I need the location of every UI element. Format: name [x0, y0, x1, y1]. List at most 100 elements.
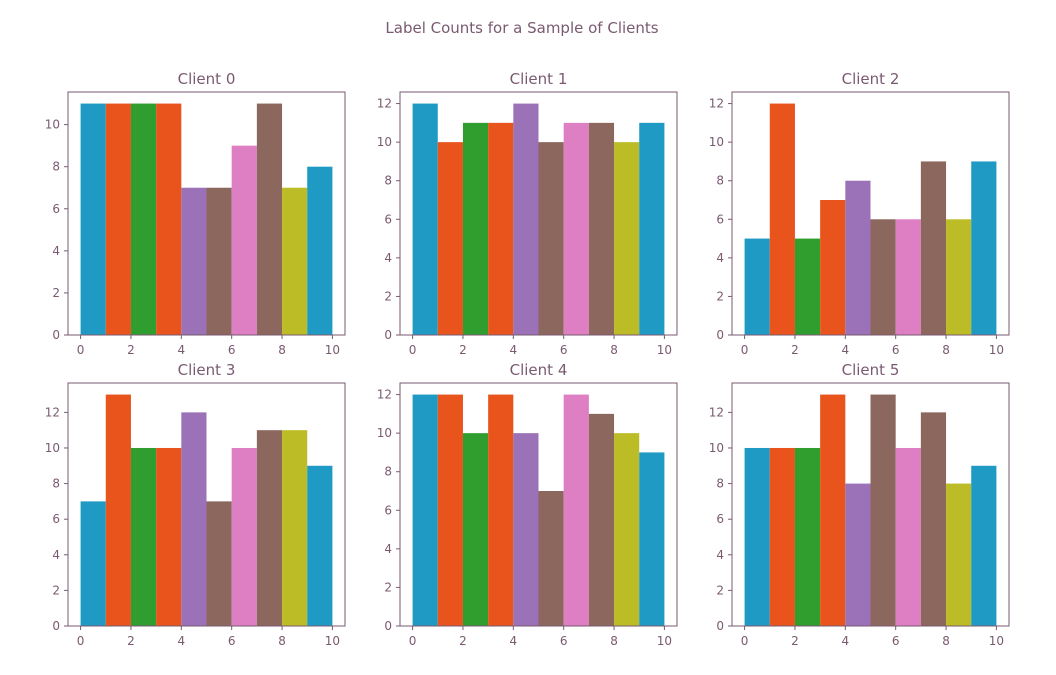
- x-tick-label: 10: [657, 343, 672, 357]
- x-tick-label: 8: [610, 634, 618, 648]
- x-tick-label: 2: [459, 634, 467, 648]
- bar: [282, 430, 308, 626]
- bar: [920, 161, 947, 335]
- bar: [895, 219, 921, 335]
- bar: [206, 501, 232, 626]
- bar: [820, 394, 846, 626]
- subplot-client-2: 0 2 4 6 8 10 0 2 4 6 8 10 12 Client 2: [709, 70, 1010, 357]
- subplot-client-4: 0 2 4 6 8 10 0 2 4 6 8 10 12 Client 4: [377, 361, 678, 648]
- bar: [156, 103, 182, 335]
- bar: [256, 430, 283, 626]
- bar: [946, 219, 972, 335]
- subplot-title: Client 2: [842, 70, 900, 88]
- y-tick-label: 2: [52, 583, 60, 597]
- bar: [80, 103, 106, 335]
- x-tick-label: 8: [942, 634, 950, 648]
- y-tick-label: 12: [377, 388, 392, 402]
- bar: [488, 122, 514, 335]
- x-tick-label: 6: [560, 634, 568, 648]
- bar: [80, 501, 106, 626]
- bar: [895, 447, 921, 626]
- y-tick-label: 4: [716, 548, 724, 562]
- x-tick-label: 4: [177, 634, 185, 648]
- bar: [794, 447, 821, 626]
- x-tick-label: 0: [741, 634, 749, 648]
- bar: [307, 166, 333, 335]
- bar: [105, 103, 131, 335]
- subplot-title: Client 0: [178, 70, 236, 88]
- y-tick-label: 12: [45, 405, 60, 419]
- bar: [971, 161, 997, 335]
- bar: [231, 145, 257, 335]
- y-tick-label: 0: [52, 328, 60, 342]
- subplot-title: Client 4: [510, 361, 568, 379]
- bar: [744, 238, 770, 335]
- y-tick-label: 4: [716, 251, 724, 265]
- axes-frame: [399, 382, 678, 627]
- y-tick-label: 10: [709, 135, 724, 149]
- bar: [845, 483, 871, 626]
- x-tick-label: 2: [459, 343, 467, 357]
- subplot-title: Client 3: [178, 361, 236, 379]
- y-tick-label: 10: [45, 118, 60, 132]
- bar: [794, 238, 821, 335]
- x-tick-label: 10: [325, 343, 340, 357]
- y-tick-label: 12: [709, 405, 724, 419]
- bar: [412, 394, 438, 626]
- bar: [513, 103, 539, 335]
- axes-frame: [399, 91, 678, 336]
- bar: [181, 187, 207, 335]
- axes-frame: [731, 382, 1010, 627]
- x-tick-label: 8: [942, 343, 950, 357]
- bar: [820, 200, 846, 335]
- bar: [513, 433, 539, 626]
- bar: [614, 433, 640, 626]
- bar: [588, 413, 615, 626]
- x-tick-label: 10: [989, 634, 1004, 648]
- bar: [870, 394, 896, 626]
- y-tick-label: 6: [384, 503, 392, 517]
- y-tick-label: 6: [384, 212, 392, 226]
- x-tick-label: 2: [127, 343, 135, 357]
- x-tick-label: 0: [741, 343, 749, 357]
- x-tick-label: 2: [791, 343, 799, 357]
- y-tick-label: 10: [377, 426, 392, 440]
- y-tick-label: 12: [377, 97, 392, 111]
- bar: [156, 447, 182, 626]
- y-tick-label: 0: [384, 619, 392, 633]
- axes-frame: [67, 382, 346, 627]
- x-tick-label: 4: [841, 343, 849, 357]
- x-tick-label: 2: [127, 634, 135, 648]
- x-tick-label: 4: [509, 634, 517, 648]
- y-tick-label: 0: [52, 619, 60, 633]
- x-tick-label: 4: [509, 343, 517, 357]
- y-tick-label: 2: [384, 580, 392, 594]
- x-tick-label: 0: [77, 634, 85, 648]
- bar: [181, 412, 207, 626]
- y-tick-label: 8: [716, 174, 724, 188]
- y-tick-label: 8: [52, 160, 60, 174]
- y-tick-label: 8: [716, 477, 724, 491]
- subplot-title: Client 5: [842, 361, 900, 379]
- x-tick-label: 6: [892, 343, 900, 357]
- bar: [769, 103, 795, 335]
- x-tick-label: 2: [791, 634, 799, 648]
- bar: [614, 142, 640, 335]
- x-tick-label: 4: [841, 634, 849, 648]
- y-tick-label: 10: [377, 135, 392, 149]
- bar: [639, 122, 665, 335]
- bar: [845, 180, 871, 335]
- y-tick-label: 6: [52, 202, 60, 216]
- y-tick-label: 2: [716, 583, 724, 597]
- y-tick-label: 0: [384, 328, 392, 342]
- y-tick-label: 8: [384, 465, 392, 479]
- x-tick-label: 6: [228, 634, 236, 648]
- bar: [206, 187, 232, 335]
- axes-frame: [67, 91, 346, 336]
- bar: [488, 394, 514, 626]
- bar: [588, 122, 615, 335]
- axes-frame: [731, 91, 1010, 336]
- y-tick-label: 6: [716, 512, 724, 526]
- subplot-client-0: 0 2 4 6 8 10 0 2 4 6 8 10 Client 0: [45, 70, 346, 357]
